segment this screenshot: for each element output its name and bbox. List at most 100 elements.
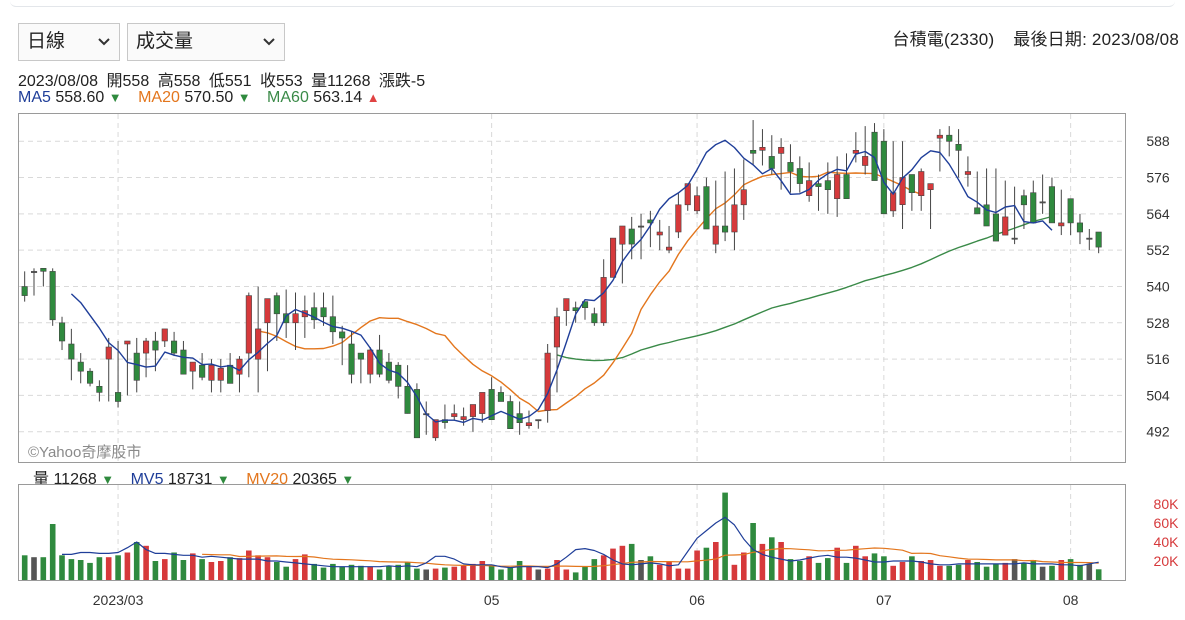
candle — [936, 129, 943, 172]
candle — [609, 237, 617, 278]
volume-bar — [311, 563, 317, 580]
volume-bar — [675, 568, 682, 580]
legend-mv20-label: MV20 — [246, 471, 288, 488]
candle-body — [77, 361, 84, 372]
volume-bar — [881, 556, 887, 581]
candle — [404, 365, 411, 414]
volume-bar — [442, 567, 448, 580]
volume-bar — [180, 560, 187, 580]
volume-bar — [460, 565, 467, 581]
candle — [479, 392, 486, 423]
candle — [918, 168, 925, 211]
indicator-select[interactable]: 成交量 — [127, 23, 285, 61]
volume-bar — [890, 565, 896, 581]
ohlc-change: 漲跌-5 — [378, 73, 426, 90]
volume-bar — [535, 569, 542, 580]
volume-bar — [423, 569, 429, 580]
candle — [273, 292, 280, 341]
candle — [628, 216, 635, 260]
candle-body — [152, 340, 159, 351]
candle-body — [30, 271, 38, 273]
candle — [983, 168, 990, 227]
date-tick-label: 05 — [484, 592, 500, 608]
date-tick-label: 08 — [1063, 592, 1079, 608]
candle-body — [628, 228, 635, 245]
volume-bar — [918, 561, 924, 580]
legend-ma5: MA5 558.60 ▼ — [18, 89, 126, 106]
candle-body — [983, 204, 990, 227]
candle-body — [1002, 216, 1009, 236]
volume-bar — [77, 560, 84, 580]
volume-bar — [656, 564, 663, 580]
candle-body — [778, 147, 785, 154]
candle-body — [544, 352, 551, 411]
candle-body — [115, 392, 122, 402]
volume-bar — [1077, 564, 1083, 580]
candle-body — [609, 237, 617, 278]
price-tick-label: 540 — [1146, 278, 1170, 294]
candle — [862, 126, 869, 175]
volume-bar — [246, 550, 252, 580]
volume-bar — [162, 559, 168, 580]
price-legend: MA5 558.60 ▼ MA20 570.50 ▼ MA60 563.14 ▲ — [18, 89, 392, 107]
candle-body — [1076, 222, 1083, 233]
period-select-value: 日線 — [27, 31, 66, 52]
volume-bar — [59, 555, 65, 580]
volume-bar — [843, 562, 850, 580]
period-select[interactable]: 日線 — [18, 23, 120, 61]
candle — [992, 168, 1000, 242]
candle — [68, 328, 75, 381]
candle — [30, 268, 38, 296]
candle-body — [768, 156, 775, 169]
candle-body — [143, 340, 150, 354]
candle-body — [787, 162, 794, 172]
volume-bar — [320, 567, 327, 580]
volume-bar — [1030, 560, 1037, 580]
volume-bar — [1002, 562, 1009, 580]
volume-bar — [255, 555, 261, 580]
volume-bar — [68, 559, 75, 580]
candle — [217, 359, 224, 393]
volume-legend: 量 11268 ▼ MV5 18731 ▼ MV20 20365 ▼ — [33, 465, 366, 489]
candle-body — [339, 331, 346, 339]
candle-body — [1058, 222, 1065, 227]
volume-bar — [488, 564, 495, 580]
volume-bar — [937, 565, 943, 581]
volume-bar — [600, 555, 607, 580]
volume-bar — [694, 550, 700, 580]
candle — [152, 331, 159, 372]
candle-body — [245, 295, 252, 354]
candle-body — [1020, 195, 1028, 206]
candle-body — [852, 150, 859, 154]
volume-bar — [787, 559, 794, 580]
candle-body — [843, 174, 850, 200]
chevron-down-icon — [263, 38, 275, 46]
candle — [105, 337, 112, 402]
volume-bar — [479, 561, 486, 580]
candle — [283, 289, 290, 338]
volume-bar — [31, 557, 37, 580]
volume-bar — [741, 552, 747, 580]
candle — [974, 171, 981, 215]
candle-body — [1030, 192, 1037, 224]
candle — [619, 225, 626, 284]
candle — [58, 316, 66, 351]
volume-bar — [834, 547, 840, 580]
candle-body — [413, 389, 421, 439]
candle — [40, 267, 47, 287]
legend-ma20-label: MA20 — [138, 89, 180, 106]
stock-name: 台積電(2330) — [892, 30, 995, 49]
volume-bar — [638, 560, 644, 580]
volume-bar — [955, 564, 962, 580]
volume-bar — [582, 566, 588, 580]
candle-body — [946, 134, 953, 142]
volume-bar — [1086, 563, 1093, 580]
volume-bar — [853, 545, 859, 580]
candle — [451, 404, 458, 420]
candle — [161, 328, 168, 348]
candle — [245, 292, 252, 378]
candle — [171, 331, 178, 357]
volume-bar — [554, 560, 560, 580]
candle — [1058, 189, 1065, 236]
